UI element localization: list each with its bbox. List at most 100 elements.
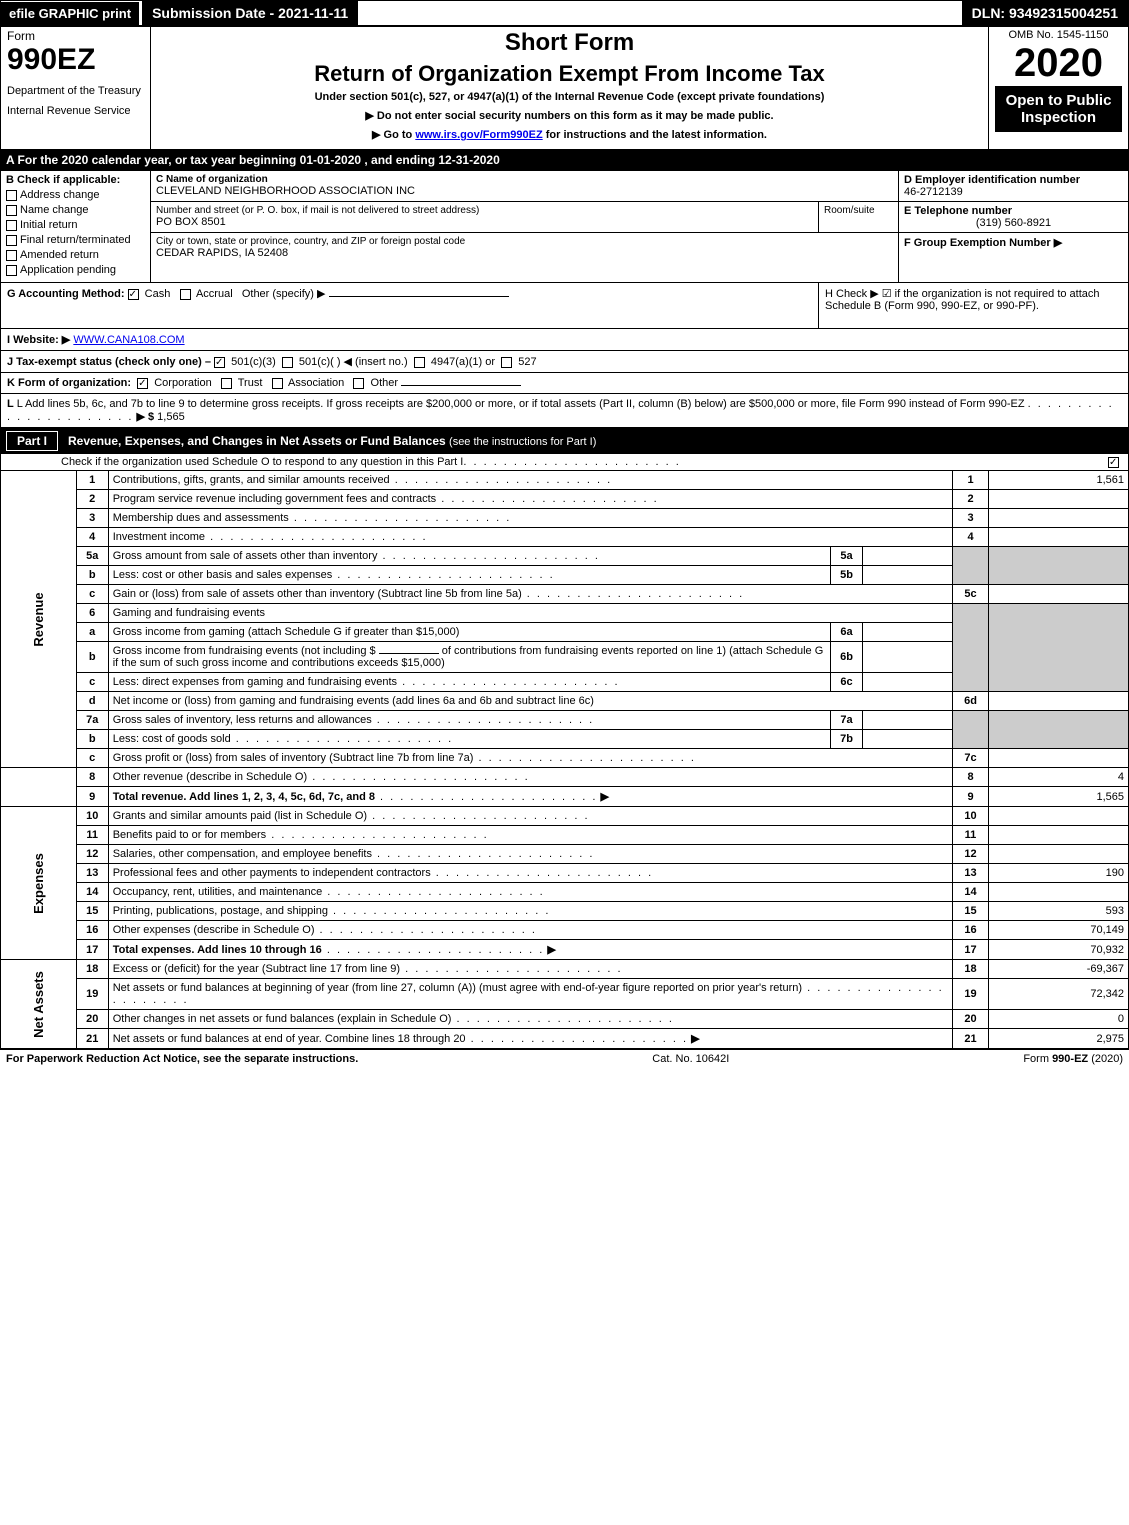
d-label: D Employer identification number [904,174,1123,186]
val-9: 1,565 [989,787,1129,807]
street: PO BOX 8501 [156,216,813,228]
l-text: L Add lines 5b, 6c, and 7b to line 9 to … [17,398,1025,410]
val-16: 70,149 [989,921,1129,940]
e-cell: E Telephone number (319) 560-8921 [899,202,1129,233]
val-17: 70,932 [989,940,1129,960]
val-3 [989,509,1129,528]
val-21: 2,975 [989,1029,1129,1049]
check-o-row: Check if the organization used Schedule … [0,454,1129,470]
val-6b [863,642,953,673]
val-5b [863,566,953,585]
cb-application-pending[interactable]: Application pending [6,264,145,276]
k-row: K Form of organization: Corporation Trus… [0,373,1129,394]
f-cell: F Group Exemption Number ▶ [899,233,1129,283]
val-8: 4 [989,768,1129,787]
goto-post: for instructions and the latest informat… [543,129,767,141]
val-10 [989,807,1129,826]
cb-other-org[interactable] [353,378,364,389]
bf-table: B Check if applicable: Address change Na… [0,170,1129,283]
part1-title: Revenue, Expenses, and Changes in Net As… [68,434,596,448]
val-20: 0 [989,1010,1129,1029]
i-row: I Website: ▶ WWW.CANA108.COM [0,329,1129,351]
c-city-cell: City or town, state or province, country… [151,233,899,283]
irs-link[interactable]: www.irs.gov/Form990EZ [415,129,542,141]
form-word: Form [7,29,144,43]
b-label: B Check if applicable: [6,174,145,186]
short-form-title: Short Form [157,29,982,57]
topbar-left: efile GRAPHIC print Submission Date - 20… [1,1,358,25]
dept-treasury: Department of the Treasury [7,85,144,97]
goto-note: ▶ Go to www.irs.gov/Form990EZ for instru… [157,128,982,141]
cb-501c[interactable] [282,357,293,368]
cb-501c3[interactable] [214,357,225,368]
goto-pre: ▶ Go to [372,129,415,141]
omb-number: OMB No. 1545-1150 [995,29,1122,41]
tax-year: 2020 [995,41,1122,86]
header-table: Form 990EZ Department of the Treasury In… [0,26,1129,150]
l-arrow: ▶ $ [136,411,154,423]
city: CEDAR RAPIDS, IA 52408 [156,247,893,259]
room-cell: Room/suite [819,202,899,233]
footer-left: For Paperwork Reduction Act Notice, see … [6,1053,358,1065]
cb-4947[interactable] [414,357,425,368]
val-7a [863,711,953,730]
val-5c [989,585,1129,604]
cb-address-change[interactable]: Address change [6,189,145,201]
val-4 [989,528,1129,547]
e-label: E Telephone number [904,205,1123,217]
website-link[interactable]: WWW.CANA108.COM [73,334,184,346]
efile-print-box[interactable]: efile GRAPHIC print [1,2,139,25]
form-number: 990EZ [7,43,144,77]
h-cell: H Check ▶ ☑ if the organization is not r… [818,283,1128,328]
ein: 46-2712139 [904,186,1123,198]
g-label: G Accounting Method: [7,288,125,300]
val-6a [863,623,953,642]
cb-name-change[interactable]: Name change [6,204,145,216]
cb-accrual[interactable] [180,289,191,300]
side-expenses: Expenses [1,807,77,960]
val-18: -69,367 [989,960,1129,979]
c-city-label: City or town, state or province, country… [156,236,893,247]
j-label: J Tax-exempt status (check only one) – [7,356,211,368]
cb-final-return[interactable]: Final return/terminated [6,234,145,246]
cb-trust[interactable] [221,378,232,389]
val-5a [863,547,953,566]
h-text: H Check ▶ ☑ if the organization is not r… [825,288,1100,312]
val-1: 1,561 [989,471,1129,490]
cb-527[interactable] [501,357,512,368]
c-name-cell: C Name of organization CLEVELAND NEIGHBO… [151,171,899,202]
cb-initial-return[interactable]: Initial return [6,219,145,231]
val-15: 593 [989,902,1129,921]
section-a: A For the 2020 calendar year, or tax yea… [0,150,1129,170]
cb-corp[interactable] [137,378,148,389]
val-7b [863,730,953,749]
cb-assoc[interactable] [272,378,283,389]
open-public: Open to Public Inspection [995,86,1122,132]
footer-center: Cat. No. 10642I [652,1053,729,1065]
line-table: Revenue 1Contributions, gifts, grants, a… [0,470,1129,1049]
other-org-specify[interactable] [401,385,521,386]
l-value: 1,565 [157,411,185,423]
k-label: K Form of organization: [7,377,131,389]
cb-amended-return[interactable]: Amended return [6,249,145,261]
val-19: 72,342 [989,979,1129,1010]
val-11 [989,826,1129,845]
ssn-warning: ▶ Do not enter social security numbers o… [157,109,982,122]
form-id-cell: Form 990EZ Department of the Treasury In… [1,27,151,150]
other-specify[interactable] [329,296,509,297]
cb-cash[interactable] [128,289,139,300]
side-netassets: Net Assets [1,960,77,1049]
val-6c [863,673,953,692]
submission-date: Submission Date - 2021-11-11 [139,1,358,25]
val-14 [989,883,1129,902]
g-row: G Accounting Method: Cash Accrual Other … [0,283,1129,329]
part1-header: Part I Revenue, Expenses, and Changes in… [0,428,1129,454]
cb-schedule-o[interactable] [1108,457,1119,468]
d-cell: D Employer identification number 46-2712… [899,171,1129,202]
org-name: CLEVELAND NEIGHBORHOOD ASSOCIATION INC [156,185,893,197]
i-label: I Website: ▶ [7,334,70,346]
f-label: F Group Exemption Number ▶ [904,237,1062,249]
title-cell: Short Form Return of Organization Exempt… [151,27,989,150]
j-row: J Tax-exempt status (check only one) – 5… [0,351,1129,373]
footer: For Paperwork Reduction Act Notice, see … [0,1049,1129,1068]
